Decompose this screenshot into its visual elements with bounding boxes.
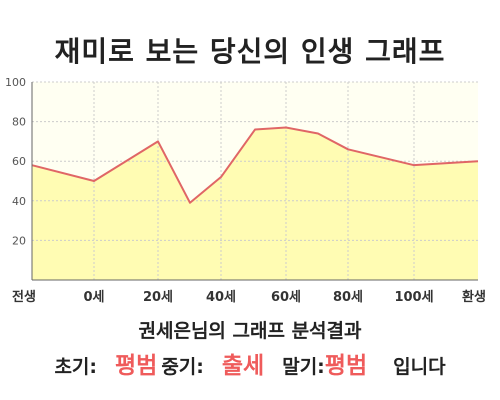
x-tick-label: 0세	[83, 290, 104, 305]
y-tick-label: 20	[12, 234, 26, 247]
result-summary: 초기: 평범 중기: 출세 말기: 평범 입니다	[0, 346, 500, 380]
early-label: 초기:	[54, 356, 97, 378]
y-tick-label: 80	[12, 116, 26, 129]
life-line	[31, 126, 479, 204]
mid-label: 중기:	[161, 356, 204, 378]
x-tick-label: 80세	[333, 290, 363, 305]
x-tick-label: 전생	[12, 289, 36, 305]
x-tick-label: 100세	[394, 290, 433, 305]
x-tick-label: 환생	[462, 289, 486, 305]
early-value: 평범	[115, 353, 158, 379]
page-title: 재미로 보는 당신의 인생 그래프	[54, 35, 446, 68]
x-tick-label: 60세	[271, 290, 301, 305]
y-tick-label: 40	[12, 195, 26, 208]
y-tick-label: 100	[5, 76, 26, 89]
result-ending: 입니다	[393, 356, 446, 378]
life-area-fill	[32, 127, 478, 280]
result-heading: 권세은님의 그래프 분석결과	[138, 320, 362, 342]
x-tick-label: 40세	[206, 290, 236, 305]
late-value: 평범	[324, 353, 368, 379]
late-label: 말기:	[282, 356, 325, 378]
x-tick-label: 20세	[143, 290, 173, 305]
mid-value: 출세	[221, 353, 265, 379]
life-chart: 20 40 60 80 100 전생 0세 20세 40세 60세 80세 100세 환생	[5, 76, 486, 305]
y-tick-label: 60	[12, 155, 26, 168]
